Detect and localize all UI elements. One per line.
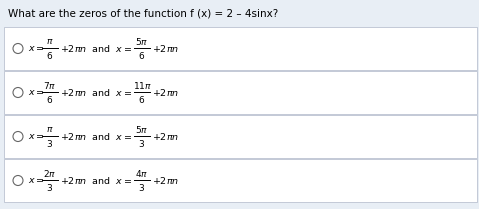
Text: $π$: $π$ <box>46 37 54 46</box>
Text: $4π$: $4π$ <box>136 168 148 179</box>
Text: $+ 2\pi n$: $+ 2\pi n$ <box>152 131 179 142</box>
Bar <box>4 71 477 114</box>
Text: $3$: $3$ <box>46 138 54 149</box>
Text: $3$: $3$ <box>46 182 54 193</box>
Text: $6$: $6$ <box>46 94 54 105</box>
Text: $+ 2\pi n$  and  $x =$: $+ 2\pi n$ and $x =$ <box>60 87 132 98</box>
Text: $+ 2\pi n$  and  $x =$: $+ 2\pi n$ and $x =$ <box>60 175 132 186</box>
Text: $11π$: $11π$ <box>133 80 151 91</box>
Text: $6$: $6$ <box>138 50 146 61</box>
Text: $x =$: $x =$ <box>28 44 45 53</box>
Text: $x =$: $x =$ <box>28 176 45 185</box>
Text: $3$: $3$ <box>138 138 146 149</box>
Text: $7π$: $7π$ <box>44 80 57 91</box>
Text: $+ 2\pi n$: $+ 2\pi n$ <box>152 87 179 98</box>
Bar <box>4 27 477 70</box>
Text: $+ 2\pi n$: $+ 2\pi n$ <box>152 175 179 186</box>
Text: $π$: $π$ <box>46 125 54 134</box>
Text: $x =$: $x =$ <box>28 132 45 141</box>
Text: $6$: $6$ <box>46 50 54 61</box>
Text: $2π$: $2π$ <box>44 168 57 179</box>
Text: $5π$: $5π$ <box>136 124 148 135</box>
Bar <box>4 115 477 158</box>
Text: What are the zeros of the function f (x) = 2 – 4sinx?: What are the zeros of the function f (x)… <box>8 8 278 18</box>
Bar <box>4 159 477 202</box>
Text: $5π$: $5π$ <box>136 36 148 47</box>
Text: $+ 2\pi n$  and  $x =$: $+ 2\pi n$ and $x =$ <box>60 131 132 142</box>
Text: $3$: $3$ <box>138 182 146 193</box>
Text: $+ 2\pi n$: $+ 2\pi n$ <box>152 43 179 54</box>
Text: $x =$: $x =$ <box>28 88 45 97</box>
Text: $6$: $6$ <box>138 94 146 105</box>
Text: $+ 2\pi n$  and  $x =$: $+ 2\pi n$ and $x =$ <box>60 43 132 54</box>
